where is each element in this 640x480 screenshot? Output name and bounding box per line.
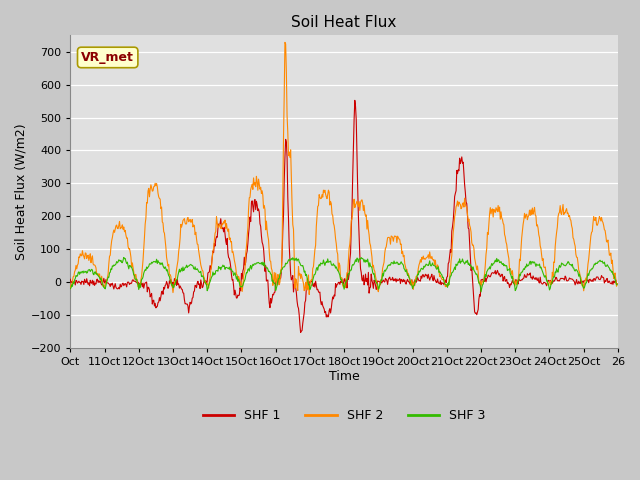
X-axis label: Time: Time — [329, 370, 360, 383]
Title: Soil Heat Flux: Soil Heat Flux — [291, 15, 397, 30]
Y-axis label: Soil Heat Flux (W/m2): Soil Heat Flux (W/m2) — [15, 123, 28, 260]
Legend: SHF 1, SHF 2, SHF 3: SHF 1, SHF 2, SHF 3 — [198, 404, 490, 427]
Text: VR_met: VR_met — [81, 51, 134, 64]
